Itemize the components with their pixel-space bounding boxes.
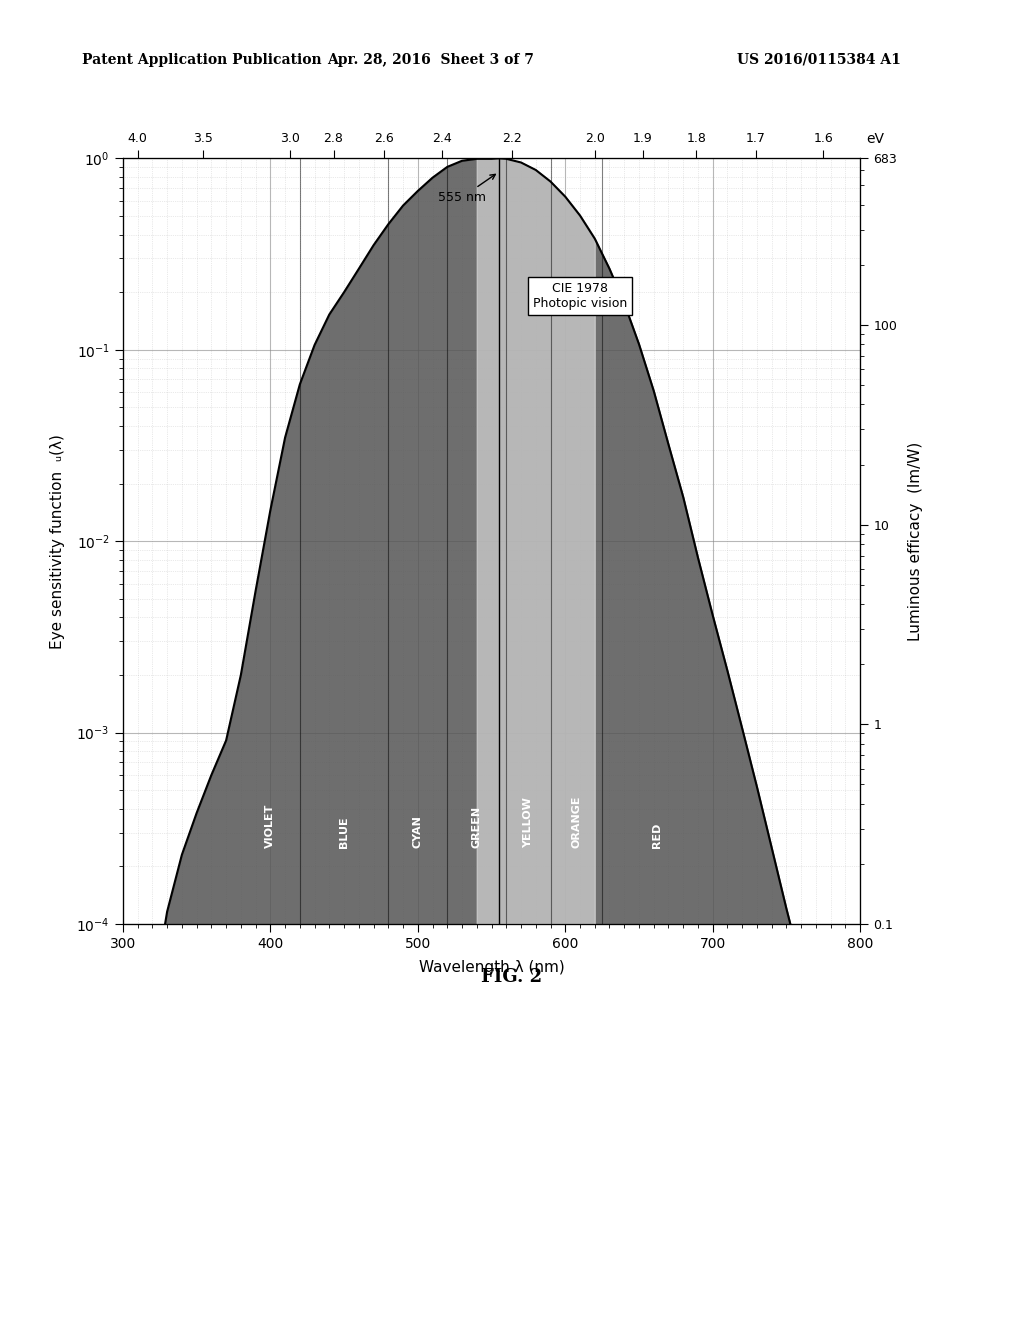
Text: 555 nm: 555 nm: [438, 174, 496, 203]
X-axis label: eV: eV: [866, 132, 884, 147]
Text: FIG. 2: FIG. 2: [481, 968, 543, 986]
Text: BLUE: BLUE: [339, 816, 349, 847]
Y-axis label: Eye sensitivity function  ᵤ(λ): Eye sensitivity function ᵤ(λ): [50, 434, 66, 648]
Text: US 2016/0115384 A1: US 2016/0115384 A1: [737, 53, 901, 67]
Text: GREEN: GREEN: [472, 805, 481, 847]
Text: CYAN: CYAN: [413, 814, 423, 847]
X-axis label: Wavelength λ (nm): Wavelength λ (nm): [419, 960, 564, 974]
Text: Apr. 28, 2016  Sheet 3 of 7: Apr. 28, 2016 Sheet 3 of 7: [327, 53, 534, 67]
Text: RED: RED: [652, 822, 663, 847]
Text: YELLOW: YELLOW: [523, 797, 534, 847]
Text: VIOLET: VIOLET: [265, 804, 275, 847]
Text: ORANGE: ORANGE: [571, 796, 582, 847]
Text: CIE 1978
Photopic vision: CIE 1978 Photopic vision: [532, 282, 627, 310]
Text: Patent Application Publication: Patent Application Publication: [82, 53, 322, 67]
Y-axis label: Luminous efficacy  (lm/W): Luminous efficacy (lm/W): [908, 442, 924, 640]
